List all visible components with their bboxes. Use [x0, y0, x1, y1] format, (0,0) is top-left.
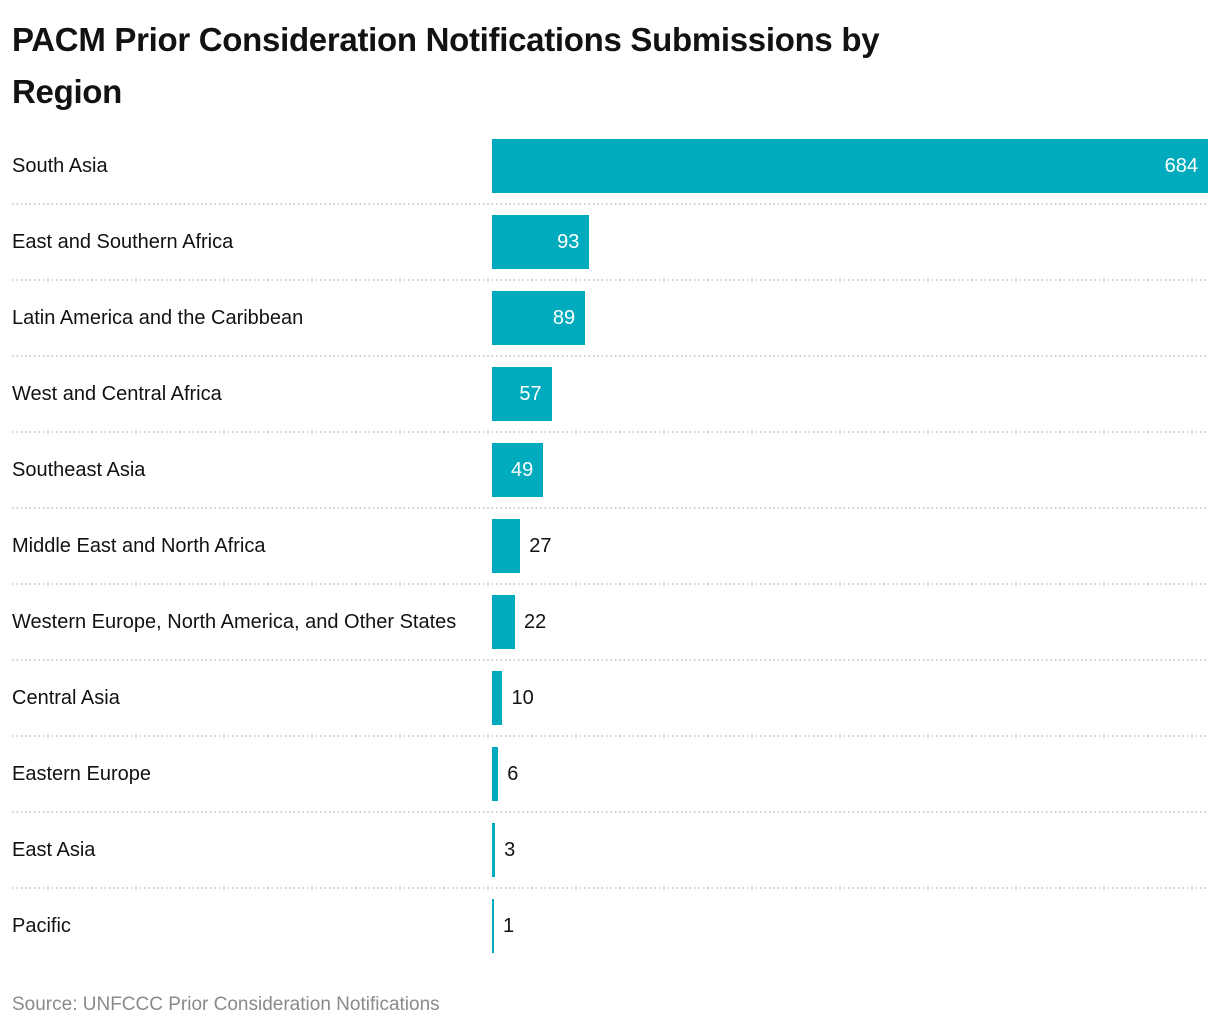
- bar: [492, 747, 499, 801]
- bar-track: 93: [492, 215, 1208, 269]
- chart-row: Latin America and the Caribbean 89: [12, 280, 1208, 357]
- category-label: West and Central Africa: [12, 383, 222, 405]
- value-label: 57: [519, 382, 542, 405]
- bar: 684: [492, 139, 1208, 193]
- chart-row: Central Asia 10: [12, 660, 1208, 737]
- value-label: 684: [1164, 154, 1198, 177]
- category-label: Middle East and North Africa: [12, 535, 266, 557]
- bar-track: 27: [492, 519, 1208, 573]
- bar-track: 89: [492, 291, 1208, 345]
- source-note: Source: UNFCCC Prior Consideration Notif…: [12, 994, 440, 1015]
- category-label: Eastern Europe: [12, 763, 151, 785]
- bar: 49: [492, 443, 544, 497]
- bar-track: 684: [492, 139, 1208, 193]
- chart-row: Eastern Europe 6: [12, 736, 1208, 813]
- category-label: Pacific: [12, 915, 71, 937]
- category-label: Latin America and the Caribbean: [12, 307, 304, 329]
- bar: [492, 823, 496, 877]
- bar: [492, 899, 494, 953]
- value-label: 49: [511, 458, 534, 481]
- bar-track: 6: [492, 747, 1208, 801]
- category-label: East Asia: [12, 839, 96, 861]
- category-label: Southeast Asia: [12, 459, 146, 481]
- value-label: 22: [524, 610, 547, 633]
- chart-row: East and Southern Africa 93: [12, 204, 1208, 281]
- value-label: 3: [504, 838, 516, 861]
- value-label: 6: [507, 762, 519, 785]
- value-label: 27: [529, 534, 552, 557]
- chart-row: Middle East and North Africa 27: [12, 508, 1208, 585]
- bar-track: 10: [492, 671, 1208, 725]
- chart-row: Southeast Asia 49: [12, 432, 1208, 509]
- chart-row: Western Europe, North America, and Other…: [12, 584, 1208, 661]
- value-label: 89: [552, 306, 576, 329]
- bar-track: 1: [492, 899, 1208, 953]
- bar: [492, 671, 503, 725]
- bar: 57: [492, 367, 552, 421]
- bar: [492, 595, 516, 649]
- bar-track: 22: [492, 595, 1208, 649]
- chart-row: East Asia 3: [12, 812, 1208, 889]
- bar-track: 3: [492, 823, 1208, 877]
- category-label: East and Southern Africa: [12, 231, 234, 253]
- chart-title-line-2: Region: [12, 73, 123, 110]
- chart-title-line-1: PACM Prior Consideration Notifications S…: [12, 21, 880, 58]
- bar-track: 49: [492, 443, 1208, 497]
- category-label: South Asia: [12, 155, 108, 177]
- category-label: Western Europe, North America, and Other…: [12, 611, 457, 633]
- bar: 93: [492, 215, 590, 269]
- value-label: 1: [503, 914, 515, 937]
- value-label: 10: [511, 686, 534, 709]
- bar-track: 57: [492, 367, 1208, 421]
- chart-row: Pacific 1: [12, 888, 1208, 964]
- chart-row: South Asia 684: [12, 128, 1208, 205]
- chart-row: West and Central Africa 57: [12, 356, 1208, 433]
- category-label: Central Asia: [12, 687, 120, 709]
- chart-title: PACM Prior Consideration Notifications S…: [12, 14, 1208, 118]
- bar: 89: [492, 291, 586, 345]
- bar-chart: South Asia 684 East and Southern Africa 93 L…: [12, 128, 1208, 964]
- bar: [492, 519, 521, 573]
- value-label: 93: [557, 230, 580, 253]
